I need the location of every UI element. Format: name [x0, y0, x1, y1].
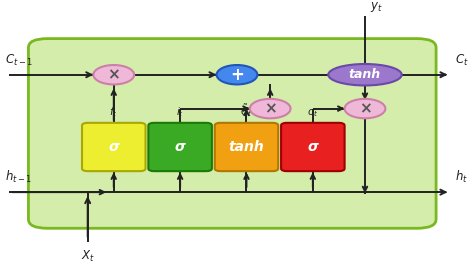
Text: $\tilde{C}_t$: $\tilde{C}_t$	[240, 102, 253, 119]
Text: $i_t$: $i_t$	[176, 105, 184, 119]
Text: $h_{t-1}$: $h_{t-1}$	[5, 169, 32, 185]
Text: $f_t$: $f_t$	[109, 105, 118, 119]
FancyBboxPatch shape	[28, 39, 436, 228]
Text: $o_t$: $o_t$	[307, 107, 319, 119]
Text: σ: σ	[175, 140, 185, 154]
Text: ×: ×	[108, 67, 120, 82]
Text: tanh: tanh	[228, 140, 264, 154]
Text: ×: ×	[359, 101, 371, 116]
FancyBboxPatch shape	[82, 123, 146, 171]
FancyBboxPatch shape	[215, 123, 278, 171]
Circle shape	[217, 65, 257, 84]
Text: σ: σ	[109, 140, 119, 154]
Text: $h_t$: $h_t$	[455, 169, 468, 185]
FancyBboxPatch shape	[281, 123, 345, 171]
Ellipse shape	[328, 64, 402, 85]
Text: tanh: tanh	[349, 68, 381, 81]
Circle shape	[250, 99, 291, 118]
Text: $C_{t-1}$: $C_{t-1}$	[5, 53, 33, 68]
FancyBboxPatch shape	[148, 123, 212, 171]
Text: +: +	[230, 66, 244, 84]
Text: $y_t$: $y_t$	[370, 0, 383, 14]
Text: $C_t$: $C_t$	[455, 53, 469, 68]
Circle shape	[93, 65, 134, 84]
Text: σ: σ	[308, 140, 318, 154]
Text: $X_t$: $X_t$	[81, 249, 95, 263]
Text: ×: ×	[264, 101, 276, 116]
Circle shape	[345, 99, 385, 118]
